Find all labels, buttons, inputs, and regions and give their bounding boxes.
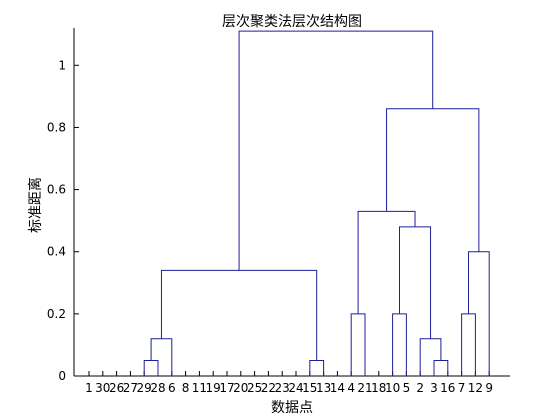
leaf-label: 26 (109, 381, 124, 395)
dendrogram-link (160, 269, 318, 361)
dendrogram-link (350, 313, 366, 376)
leaf-label: 23 (275, 381, 290, 395)
leaf-label: 14 (330, 381, 345, 395)
leaf-label: 29 (137, 381, 152, 395)
dendrogram-link (150, 338, 173, 376)
dendrogram-link (419, 338, 442, 376)
leaf-label: 2 (416, 381, 424, 395)
leaf-label: 12 (468, 381, 483, 395)
leaf-label: 20 (233, 381, 248, 395)
dendrogram-link (143, 359, 159, 376)
leaf-label: 24 (288, 381, 303, 395)
dendrogram-link (238, 30, 434, 271)
leaf-label: 17 (219, 381, 234, 395)
leaf-label: 27 (123, 381, 138, 395)
y-ticks: 0 0.2 0.4 0.6 0.8 1 (47, 58, 79, 383)
leaf-label: 21 (357, 381, 372, 395)
dendrogram-link (399, 226, 432, 339)
dendrogram-link (392, 313, 407, 376)
dendrogram-link (433, 359, 449, 376)
leaf-label: 16 (440, 381, 455, 395)
leaf-label: 8 (182, 381, 190, 395)
leaf-label: 7 (458, 381, 466, 395)
dendrogram-link (386, 108, 480, 252)
chart-title: 层次聚类法层次结构图 (222, 14, 362, 30)
leaf-label: 5 (403, 381, 411, 395)
dendrogram-link (461, 313, 476, 376)
leaf-label: 25 (247, 381, 262, 395)
y-tick-label: 0.4 (47, 245, 66, 259)
y-tick-label: 0 (58, 369, 66, 383)
leaf-label: 28 (150, 381, 165, 395)
leaf-label: 22 (261, 381, 276, 395)
leaf-label: 1 (85, 381, 93, 395)
y-tick-label: 0.6 (47, 183, 66, 197)
leaf-label: 30 (95, 381, 110, 395)
leaf-label: 6 (168, 381, 176, 395)
dendrogram-links (143, 30, 490, 376)
leaf-label: 3 (430, 381, 438, 395)
leaf-label: 10 (385, 381, 400, 395)
leaf-label: 18 (371, 381, 386, 395)
leaf-label: 15 (302, 381, 317, 395)
y-tick-label: 1 (58, 58, 66, 72)
leaf-label: 13 (316, 381, 331, 395)
x-axis-title: 数据点 (271, 400, 313, 416)
leaf-label: 19 (206, 381, 221, 395)
leaf-label: 11 (192, 381, 207, 395)
leaf-label: 9 (485, 381, 493, 395)
y-tick-label: 0.2 (47, 307, 66, 321)
y-axis-title: 标准距离 (27, 177, 44, 233)
y-tick-label: 0.8 (47, 120, 66, 134)
leaf-label: 4 (347, 381, 355, 395)
dendrogram-link (309, 359, 325, 376)
